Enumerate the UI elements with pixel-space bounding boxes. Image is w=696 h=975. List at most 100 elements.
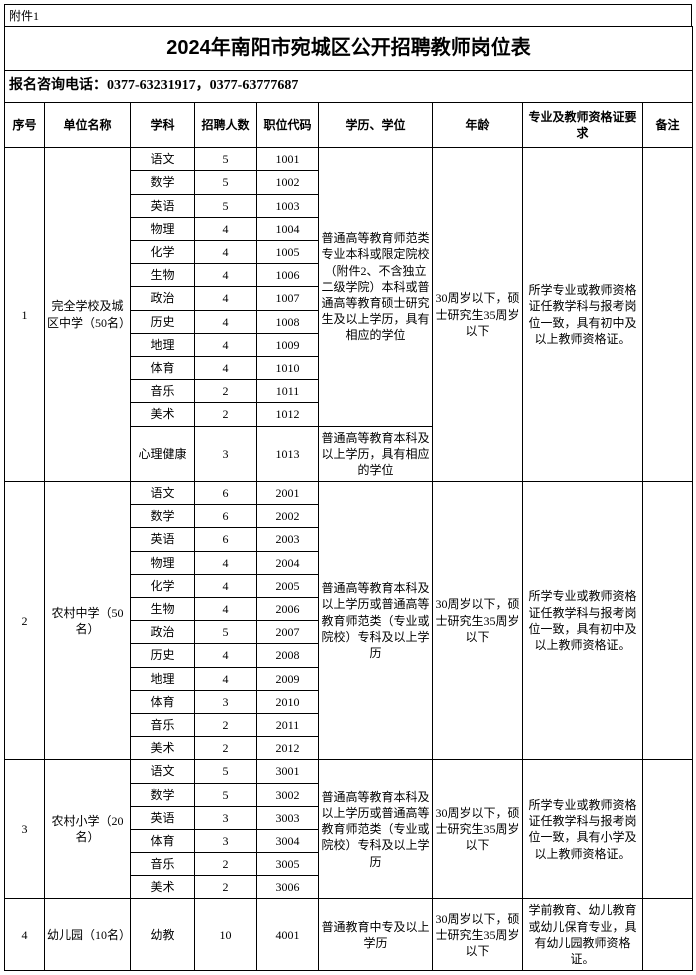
- cell-count: 3: [195, 690, 257, 713]
- cell-unit: 农村小学（20名）: [45, 760, 131, 899]
- cell-subject: 音乐: [131, 853, 195, 876]
- header-unit: 单位名称: [45, 102, 131, 147]
- cell-count: 2: [195, 737, 257, 760]
- cell-code: 2008: [257, 644, 319, 667]
- cell-subject: 历史: [131, 310, 195, 333]
- cell-count: 5: [195, 171, 257, 194]
- cell-count: 3: [195, 829, 257, 852]
- header-row: 序号 单位名称 学科 招聘人数 职位代码 学历、学位 年龄 专业及教师资格证要求…: [5, 102, 693, 147]
- cell-subject: 体育: [131, 356, 195, 379]
- cell-count: 3: [195, 806, 257, 829]
- cell-code: 2002: [257, 505, 319, 528]
- cell-count: 4: [195, 551, 257, 574]
- cell-edu: 普通高等教育本科及以上学历或普通高等教育师范类（专业或院校）专科及以上学历: [319, 482, 433, 760]
- cell-code: 4001: [257, 899, 319, 971]
- contact-text: 报名咨询电话：0377-63231917，0377-63777687: [5, 71, 693, 103]
- cell-code: 3005: [257, 853, 319, 876]
- cell-count: 4: [195, 574, 257, 597]
- cell-code: 3002: [257, 783, 319, 806]
- attachment-label: 附件1: [4, 4, 692, 26]
- cell-req: 所学专业或教师资格证任教学科与报考岗位一致，具有初中及以上教师资格证。: [523, 148, 643, 482]
- cell-code: 3004: [257, 829, 319, 852]
- cell-count: 2: [195, 853, 257, 876]
- cell-count: 4: [195, 287, 257, 310]
- cell-edu: 普通高等教育本科及以上学历，具有相应的学位: [319, 426, 433, 482]
- cell-subject: 英语: [131, 194, 195, 217]
- cell-remark: [643, 899, 693, 971]
- cell-seq: 4: [5, 899, 45, 971]
- cell-edu: 普通教育中专及以上学历: [319, 899, 433, 971]
- cell-subject: 地理: [131, 667, 195, 690]
- cell-count: 6: [195, 528, 257, 551]
- cell-code: 1004: [257, 217, 319, 240]
- cell-seq: 2: [5, 482, 45, 760]
- cell-code: 1002: [257, 171, 319, 194]
- cell-code: 3001: [257, 760, 319, 783]
- cell-count: 5: [195, 760, 257, 783]
- cell-code: 1005: [257, 241, 319, 264]
- cell-code: 2010: [257, 690, 319, 713]
- cell-req: 所学专业或教师资格证任教学科与报考岗位一致，具有初中及以上教师资格证。: [523, 482, 643, 760]
- cell-unit: 幼儿园（10名）: [45, 899, 131, 971]
- cell-count: 4: [195, 333, 257, 356]
- cell-code: 3003: [257, 806, 319, 829]
- header-remark: 备注: [643, 102, 693, 147]
- cell-subject: 政治: [131, 621, 195, 644]
- cell-code: 2001: [257, 482, 319, 505]
- header-code: 职位代码: [257, 102, 319, 147]
- header-req: 专业及教师资格证要求: [523, 102, 643, 147]
- cell-unit: 完全学校及城区中学（50名）: [45, 148, 131, 482]
- cell-count: 4: [195, 217, 257, 240]
- cell-count: 4: [195, 310, 257, 333]
- cell-age: 30周岁以下，硕士研究生35周岁以下: [433, 482, 523, 760]
- cell-code: 1012: [257, 403, 319, 426]
- cell-subject: 生物: [131, 598, 195, 621]
- cell-code: 1009: [257, 333, 319, 356]
- cell-subject: 体育: [131, 690, 195, 713]
- cell-age: 30周岁以下，硕士研究生35周岁以下: [433, 148, 523, 482]
- positions-table: 2024年南阳市宛城区公开招聘教师岗位表 报名咨询电话：0377-6323191…: [4, 26, 693, 971]
- cell-subject: 语文: [131, 482, 195, 505]
- cell-subject: 数学: [131, 505, 195, 528]
- cell-subject: 心理健康: [131, 426, 195, 482]
- cell-remark: [643, 148, 693, 482]
- cell-subject: 语文: [131, 148, 195, 171]
- cell-subject: 物理: [131, 217, 195, 240]
- cell-age: 30周岁以下，硕士研究生35周岁以下: [433, 899, 523, 971]
- cell-age: 30周岁以下，硕士研究生35周岁以下: [433, 760, 523, 899]
- cell-count: 4: [195, 644, 257, 667]
- cell-subject: 语文: [131, 760, 195, 783]
- cell-count: 4: [195, 241, 257, 264]
- cell-code: 1011: [257, 380, 319, 403]
- cell-count: 2: [195, 713, 257, 736]
- cell-subject: 地理: [131, 333, 195, 356]
- cell-code: 2009: [257, 667, 319, 690]
- cell-subject: 历史: [131, 644, 195, 667]
- header-count: 招聘人数: [195, 102, 257, 147]
- cell-count: 6: [195, 482, 257, 505]
- cell-subject: 物理: [131, 551, 195, 574]
- cell-count: 5: [195, 783, 257, 806]
- cell-subject: 政治: [131, 287, 195, 310]
- cell-req: 学前教育、幼儿教育或幼儿保育专业，具有幼儿园教师资格证。: [523, 899, 643, 971]
- cell-subject: 美术: [131, 876, 195, 899]
- contact-row: 报名咨询电话：0377-63231917，0377-63777687: [5, 71, 693, 103]
- cell-code: 1013: [257, 426, 319, 482]
- cell-subject: 美术: [131, 737, 195, 760]
- header-age: 年龄: [433, 102, 523, 147]
- cell-subject: 幼教: [131, 899, 195, 971]
- cell-count: 4: [195, 264, 257, 287]
- cell-subject: 化学: [131, 574, 195, 597]
- cell-count: 10: [195, 899, 257, 971]
- cell-code: 1001: [257, 148, 319, 171]
- cell-subject: 英语: [131, 806, 195, 829]
- cell-count: 5: [195, 148, 257, 171]
- cell-count: 2: [195, 403, 257, 426]
- cell-remark: [643, 760, 693, 899]
- cell-remark: [643, 482, 693, 760]
- header-subject: 学科: [131, 102, 195, 147]
- cell-code: 1008: [257, 310, 319, 333]
- table-row: 3农村小学（20名）语文53001普通高等教育本科及以上学历或普通高等教育师范类…: [5, 760, 693, 783]
- cell-count: 6: [195, 505, 257, 528]
- table-row: 4幼儿园（10名）幼教104001普通教育中专及以上学历30周岁以下，硕士研究生…: [5, 899, 693, 971]
